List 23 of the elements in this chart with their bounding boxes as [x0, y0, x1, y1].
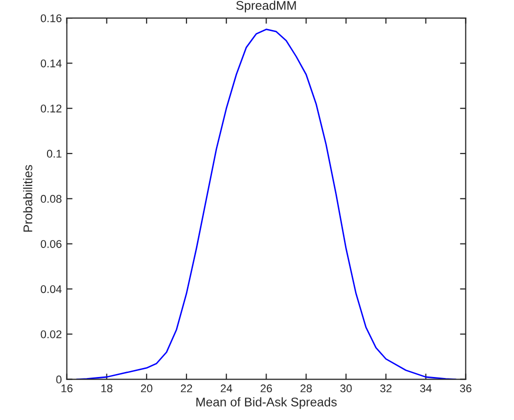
y-tick-label: 0.12	[40, 104, 62, 112]
x-axis-title: Mean of Bid-Ask Spreads	[196, 397, 337, 409]
y-tick-label: 0.06	[40, 240, 62, 248]
x-tick-label: 36	[460, 384, 472, 392]
y-tick-label: 0	[56, 376, 62, 384]
x-tick-label: 32	[380, 384, 392, 392]
y-tick-label: 0.16	[40, 14, 62, 22]
y-axis-title: Probabilities	[23, 165, 32, 232]
x-tick-label: 26	[260, 384, 272, 392]
y-tick-label: 0.04	[40, 285, 62, 294]
x-tick-label: 20	[140, 384, 152, 392]
y-tick-label: 0.08	[40, 194, 62, 203]
x-tick-label: 24	[220, 384, 232, 392]
chart-title: SpreadMM	[236, 0, 296, 12]
x-tick-label: 22	[180, 384, 192, 392]
x-tick-label: 30	[340, 384, 352, 392]
x-tick-label: 18	[101, 384, 112, 392]
x-tick-label: 34	[420, 384, 432, 392]
y-tick-label: 0.02	[40, 330, 62, 338]
y-tick-label: 0.1	[46, 150, 62, 158]
x-tick-label: 16	[61, 384, 73, 392]
x-tick-label: 28	[300, 384, 312, 392]
y-tick-label: 0.14	[40, 59, 62, 68]
